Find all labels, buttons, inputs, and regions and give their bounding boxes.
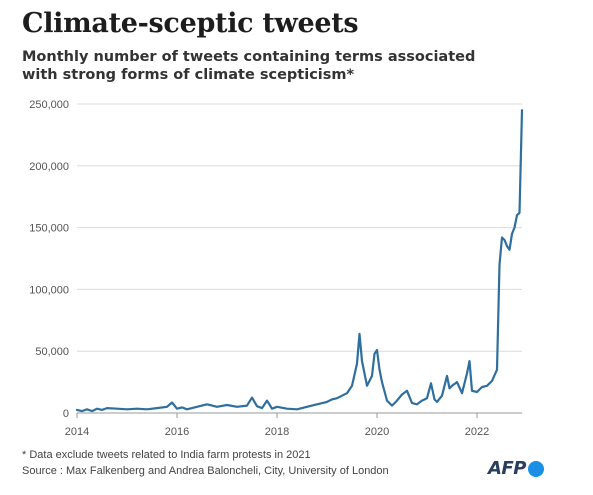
afp-logo: AFP xyxy=(488,458,544,479)
grid-lines xyxy=(77,103,522,352)
y-tick-label: 250,000 xyxy=(29,99,69,111)
subtitle-line-2: with strong forms of climate scepticism* xyxy=(22,67,355,83)
x-axis-tick-labels: 2014 2016 2018 2020 2022 xyxy=(65,413,489,438)
footnotes: * Data exclude tweets related to India f… xyxy=(22,447,389,479)
y-tick-label: 0 xyxy=(63,408,69,420)
x-tick-label: 2014 xyxy=(65,426,89,438)
footnote-source: Source : Max Falkenberg and Andrea Balon… xyxy=(22,465,389,477)
x-tick-label: 2016 xyxy=(165,426,189,438)
afp-logo-text: AFP xyxy=(488,458,526,479)
x-tick-label: 2020 xyxy=(365,426,389,438)
y-tick-label: 50,000 xyxy=(35,346,69,358)
y-tick-label: 200,000 xyxy=(29,161,69,173)
chart-title: Climate-sceptic tweets xyxy=(22,8,359,39)
footnote-note: * Data exclude tweets related to India f… xyxy=(22,449,311,461)
chart-subtitle: Monthly number of tweets containing term… xyxy=(22,48,562,84)
subtitle-line-1: Monthly number of tweets containing term… xyxy=(22,49,476,65)
y-axis-tick-labels: 0 50,000 100,000 150,000 200,000 250,000 xyxy=(29,99,69,420)
x-tick-label: 2022 xyxy=(465,426,489,438)
series-layer xyxy=(75,109,524,413)
y-tick-label: 100,000 xyxy=(29,284,69,296)
x-tick-label: 2018 xyxy=(265,426,289,438)
series-line-0 xyxy=(75,109,524,413)
y-tick-label: 150,000 xyxy=(29,223,69,235)
afp-logo-dot-icon xyxy=(527,460,544,477)
